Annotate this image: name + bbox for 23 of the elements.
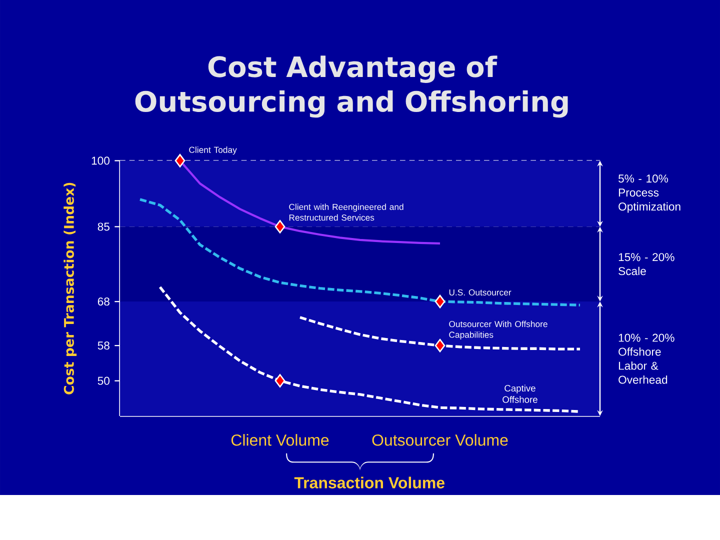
band-label: 5% - 10% Process Optimization bbox=[618, 174, 680, 213]
y-tick-label: 50 bbox=[98, 376, 110, 385]
point bbox=[174, 154, 186, 168]
y-tick-label: 85 bbox=[98, 222, 110, 231]
y-tick-label: 100 bbox=[92, 156, 110, 165]
band-label: 10% - 20% Offshore Labor & Overhead bbox=[618, 334, 674, 384]
point bbox=[434, 294, 446, 308]
series-label: Client Today bbox=[189, 146, 237, 155]
series-label: Captive Offshore bbox=[502, 384, 538, 403]
point bbox=[274, 220, 286, 234]
x-tick-label: Client Volume bbox=[231, 434, 329, 446]
series-label: Outsourcer With Offshore Capabilities bbox=[449, 320, 548, 340]
band-label: 15% - 20% Scale bbox=[618, 253, 674, 276]
y-tick-label: 68 bbox=[98, 298, 110, 306]
series-label: U.S. Outsourcer bbox=[449, 289, 512, 296]
y-tick-label: 58 bbox=[98, 342, 110, 350]
chart-title: Cost Advantage of Outsourcing and Offshoring bbox=[135, 56, 568, 118]
point bbox=[434, 338, 446, 352]
x-axis-title: Transaction Volume bbox=[294, 476, 444, 488]
point bbox=[274, 374, 286, 388]
y-axis-title: Cost per Transaction (Index) bbox=[64, 182, 77, 394]
x-tick-label: Outsourcer Volume bbox=[372, 434, 508, 446]
series-label: Client with Reengineered and Restructured Services bbox=[289, 204, 404, 221]
